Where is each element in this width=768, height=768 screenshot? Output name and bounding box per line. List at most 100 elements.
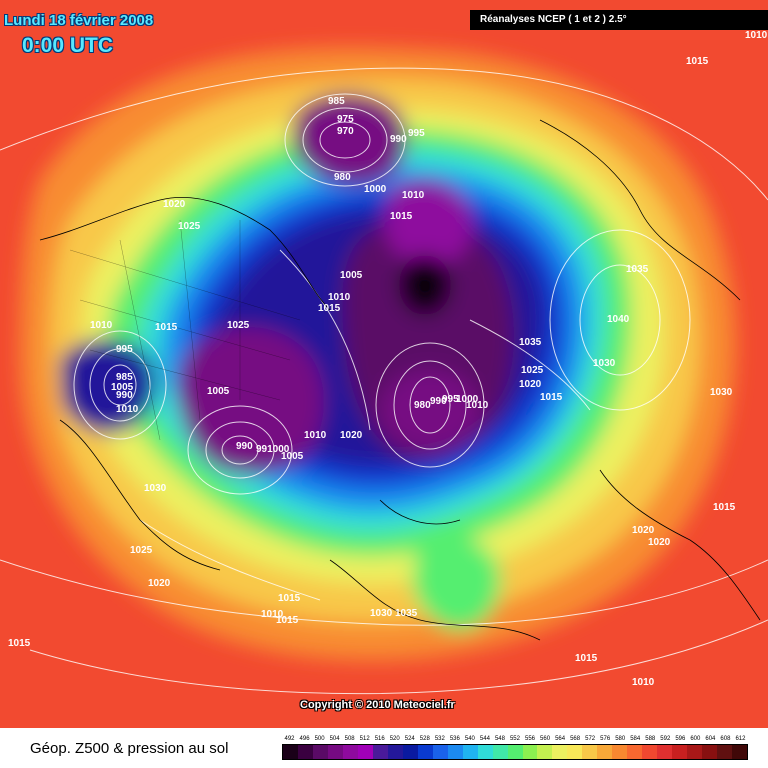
map-variable-title: Géop. Z500 & pression au sol <box>30 740 229 757</box>
legend-level-label: 564 <box>555 736 566 742</box>
legend-level-label: 608 <box>720 736 731 742</box>
legend-swatch <box>492 745 508 759</box>
z500-pressure-map: 1010 1015 985 975 970 990 995 980 1000 1… <box>0 0 768 728</box>
pressure-label: 1020 <box>163 199 186 210</box>
legend-swatch <box>627 745 643 759</box>
pressure-label: 1010 <box>261 609 284 620</box>
legend-level-label: 520 <box>389 736 400 742</box>
legend-swatch <box>447 745 463 759</box>
legend-swatch <box>357 745 373 759</box>
map-footer: Géop. Z500 & pression au sol 492 496 500 50… <box>0 728 768 768</box>
pressure-label: 1005 <box>207 386 230 397</box>
pressure-label: 1010 <box>745 30 768 41</box>
pressure-label: 1020 <box>340 430 363 441</box>
pressure-label: 985 <box>328 96 345 107</box>
pressure-label: 1005 <box>340 270 363 281</box>
legend-swatch <box>537 745 553 759</box>
pressure-label: 985 <box>116 372 133 383</box>
legend-level-label: 596 <box>675 736 686 742</box>
pressure-label: 995 <box>442 394 459 405</box>
pressure-label: 1015 <box>390 211 413 222</box>
legend-swatch <box>687 745 703 759</box>
legend-swatch <box>717 745 733 759</box>
legend-level-label: 548 <box>494 736 505 742</box>
legend-swatch <box>342 745 358 759</box>
pressure-label: 1005 <box>111 382 134 393</box>
legend-level-label: 580 <box>615 736 626 742</box>
legend-swatch <box>612 745 628 759</box>
legend-level-label: 588 <box>645 736 656 742</box>
legend-swatch <box>312 745 328 759</box>
pressure-label: 1040 <box>607 314 630 325</box>
pressure-label: 1015 <box>278 593 301 604</box>
legend-level-label: 504 <box>329 736 340 742</box>
legend-swatch <box>642 745 658 759</box>
legend-level-label: 612 <box>735 736 746 742</box>
synoptic-map: 1010 1015 985 975 970 990 995 980 1000 1… <box>0 0 768 728</box>
legend-swatch <box>372 745 388 759</box>
pressure-label: 1010 <box>632 677 655 688</box>
pressure-label: 1025 <box>178 221 201 232</box>
pressure-label: 990 <box>116 390 133 401</box>
pressure-label: 1015 <box>155 322 178 333</box>
pressure-label: 1015 <box>713 502 736 513</box>
pressure-label: 1015 <box>686 56 709 67</box>
pressure-label: 990 <box>236 441 253 452</box>
legend-swatch <box>327 745 343 759</box>
graticule <box>69 219 301 441</box>
pressure-label: 990 <box>430 396 447 407</box>
pressure-label: 1020 <box>632 525 655 536</box>
coastlines <box>39 119 761 641</box>
legend-swatch <box>432 745 448 759</box>
pressure-label: 1035 <box>626 264 649 275</box>
legend-swatch <box>462 745 478 759</box>
legend-level-label: 524 <box>404 736 415 742</box>
legend-swatch <box>672 745 688 759</box>
legend-level-label: 552 <box>509 736 520 742</box>
legend-level-label: 532 <box>434 736 445 742</box>
pressure-label: 1030 <box>593 358 616 369</box>
legend-swatch <box>417 745 433 759</box>
legend-level-label: 604 <box>705 736 716 742</box>
pressure-label: 1020 <box>519 379 542 390</box>
legend-swatch <box>582 745 598 759</box>
legend-swatch <box>402 745 418 759</box>
pressure-label: 1025 <box>521 365 544 376</box>
map-time: 0:00 UTC <box>22 34 114 57</box>
legend-swatch <box>283 745 298 759</box>
legend-swatch <box>702 745 718 759</box>
color-legend: 492 496 500 504 508 512 516 520 524 528 532 536 540 5… <box>282 734 748 764</box>
pressure-label: 975 <box>337 114 354 125</box>
pressure-label: 1025 <box>130 545 153 556</box>
legend-swatch <box>387 745 403 759</box>
legend-labels: 492 496 500 504 508 512 516 520 524 528 532 536 540 5… <box>282 734 748 744</box>
geopotential-field <box>20 47 736 661</box>
legend-level-label: 528 <box>419 736 430 742</box>
legend-level-label: 568 <box>570 736 581 742</box>
pressure-label: 1000 <box>364 184 387 195</box>
legend-level-label: 544 <box>479 736 490 742</box>
legend-level-label: 560 <box>540 736 551 742</box>
pressure-label: 1015 <box>276 615 299 626</box>
legend-level-label: 516 <box>374 736 385 742</box>
pressure-label: 1005 <box>281 451 304 462</box>
pressure-label: 1035 <box>519 337 542 348</box>
pressure-label: 1010 <box>304 430 327 441</box>
pressure-label: 1020 <box>648 537 671 548</box>
legend-swatch <box>522 745 538 759</box>
pressure-label: 1030 <box>144 483 167 494</box>
pressure-label: 1020 <box>148 578 171 589</box>
pressure-label: 1030 <box>710 387 733 398</box>
pressure-labels: 1010 1015 985 975 970 990 995 980 1000 1… <box>8 30 768 688</box>
legend-swatch <box>567 745 583 759</box>
pressure-label: 980 <box>414 400 431 411</box>
legend-level-label: 508 <box>344 736 355 742</box>
pressure-label: 1015 <box>575 653 598 664</box>
pressure-label: 970 <box>337 126 354 137</box>
pressure-label: 991000 <box>256 444 290 455</box>
legend-swatch <box>732 745 748 759</box>
pressure-label: 1015 <box>8 638 31 649</box>
legend-level-label: 572 <box>585 736 596 742</box>
pressure-label: 1000 <box>456 394 479 405</box>
legend-swatch <box>507 745 523 759</box>
